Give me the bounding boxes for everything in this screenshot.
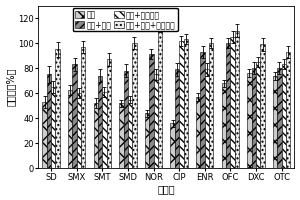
Bar — [77, 93, 81, 168]
Bar — [72, 64, 77, 168]
Bar — [222, 83, 226, 168]
Bar — [68, 90, 72, 168]
Bar — [209, 43, 214, 168]
Bar — [260, 44, 265, 168]
Bar — [149, 54, 154, 168]
Bar — [132, 43, 137, 168]
Bar — [226, 43, 230, 168]
Bar — [51, 87, 56, 168]
X-axis label: 抗生素: 抗生素 — [158, 184, 175, 194]
Bar — [158, 26, 162, 168]
Bar — [124, 71, 128, 168]
Bar — [230, 37, 235, 168]
Bar — [102, 92, 107, 168]
Bar — [277, 68, 282, 168]
Bar — [154, 74, 158, 168]
Bar — [252, 68, 256, 168]
Bar — [282, 64, 286, 168]
Bar — [81, 47, 85, 168]
Bar — [47, 74, 51, 168]
Bar — [184, 39, 188, 168]
Bar — [145, 113, 149, 168]
Bar — [235, 31, 239, 168]
Bar — [205, 69, 209, 168]
Bar — [286, 52, 290, 168]
Bar — [256, 62, 260, 168]
Legend: 甲醇, 甲醇+乙腔, 甲醇+乙酸乙酯, 甲醇+乙腔+乙酸乙酯: 甲醇, 甲醇+乙腔, 甲醇+乙酸乙酯, 甲醇+乙腔+乙酸乙酯 — [73, 8, 178, 31]
Bar — [273, 76, 277, 168]
Bar — [94, 103, 98, 168]
Bar — [247, 73, 252, 168]
Bar — [98, 76, 102, 168]
Bar — [42, 102, 47, 168]
Bar — [56, 49, 60, 168]
Bar — [175, 69, 179, 168]
Bar — [196, 97, 200, 168]
Bar — [170, 123, 175, 168]
Bar — [179, 41, 184, 168]
Bar — [200, 52, 205, 168]
Y-axis label: 回收率（%）: 回收率（%） — [6, 68, 16, 106]
Bar — [119, 103, 124, 168]
Bar — [107, 59, 111, 168]
Bar — [128, 100, 132, 168]
